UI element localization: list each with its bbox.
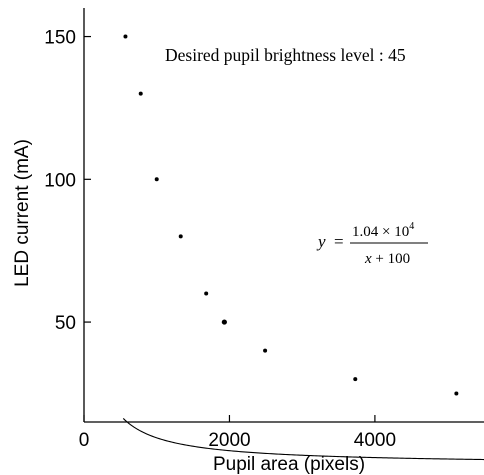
data-point	[123, 34, 128, 39]
x-tick-label: 4000	[354, 430, 396, 451]
equation-denominator-x: x	[364, 251, 372, 267]
y-tick-label: 100	[44, 170, 76, 191]
data-point	[454, 391, 459, 396]
data-point	[178, 234, 183, 239]
data-points	[123, 34, 459, 396]
equation-numerator: 1.04 × 104	[352, 221, 414, 240]
y-tick-label: 150	[44, 28, 76, 49]
data-point	[263, 348, 268, 353]
y-tick-label: 50	[55, 313, 76, 334]
x-tick-label: 2000	[208, 430, 250, 451]
axes	[83, 8, 484, 423]
data-point	[221, 319, 227, 325]
fit-equation: y = 1.04 × 104 x + 100	[316, 221, 428, 267]
y-axis-label: LED current (mA)	[12, 139, 33, 287]
equation-denominator: x + 100	[364, 251, 410, 267]
data-point	[138, 91, 143, 96]
brightness-annotation: Desired pupil brightness level : 45	[165, 45, 406, 65]
data-point	[204, 291, 209, 296]
ticks: 0 2000 4000 50 100 150	[44, 28, 396, 451]
equation-numerator-mantissa: 1.04 × 10	[352, 224, 409, 240]
equation-equals: =	[334, 232, 344, 251]
x-axis-label: Pupil area (pixels)	[213, 454, 365, 475]
data-point	[353, 377, 358, 382]
x-tick-label: 0	[79, 430, 90, 451]
equation-denominator-rest: + 100	[372, 251, 410, 267]
data-point	[154, 177, 159, 182]
equation-y: y	[316, 232, 326, 251]
equation-numerator-exponent: 4	[409, 221, 414, 232]
fit-curve	[122, 418, 484, 461]
